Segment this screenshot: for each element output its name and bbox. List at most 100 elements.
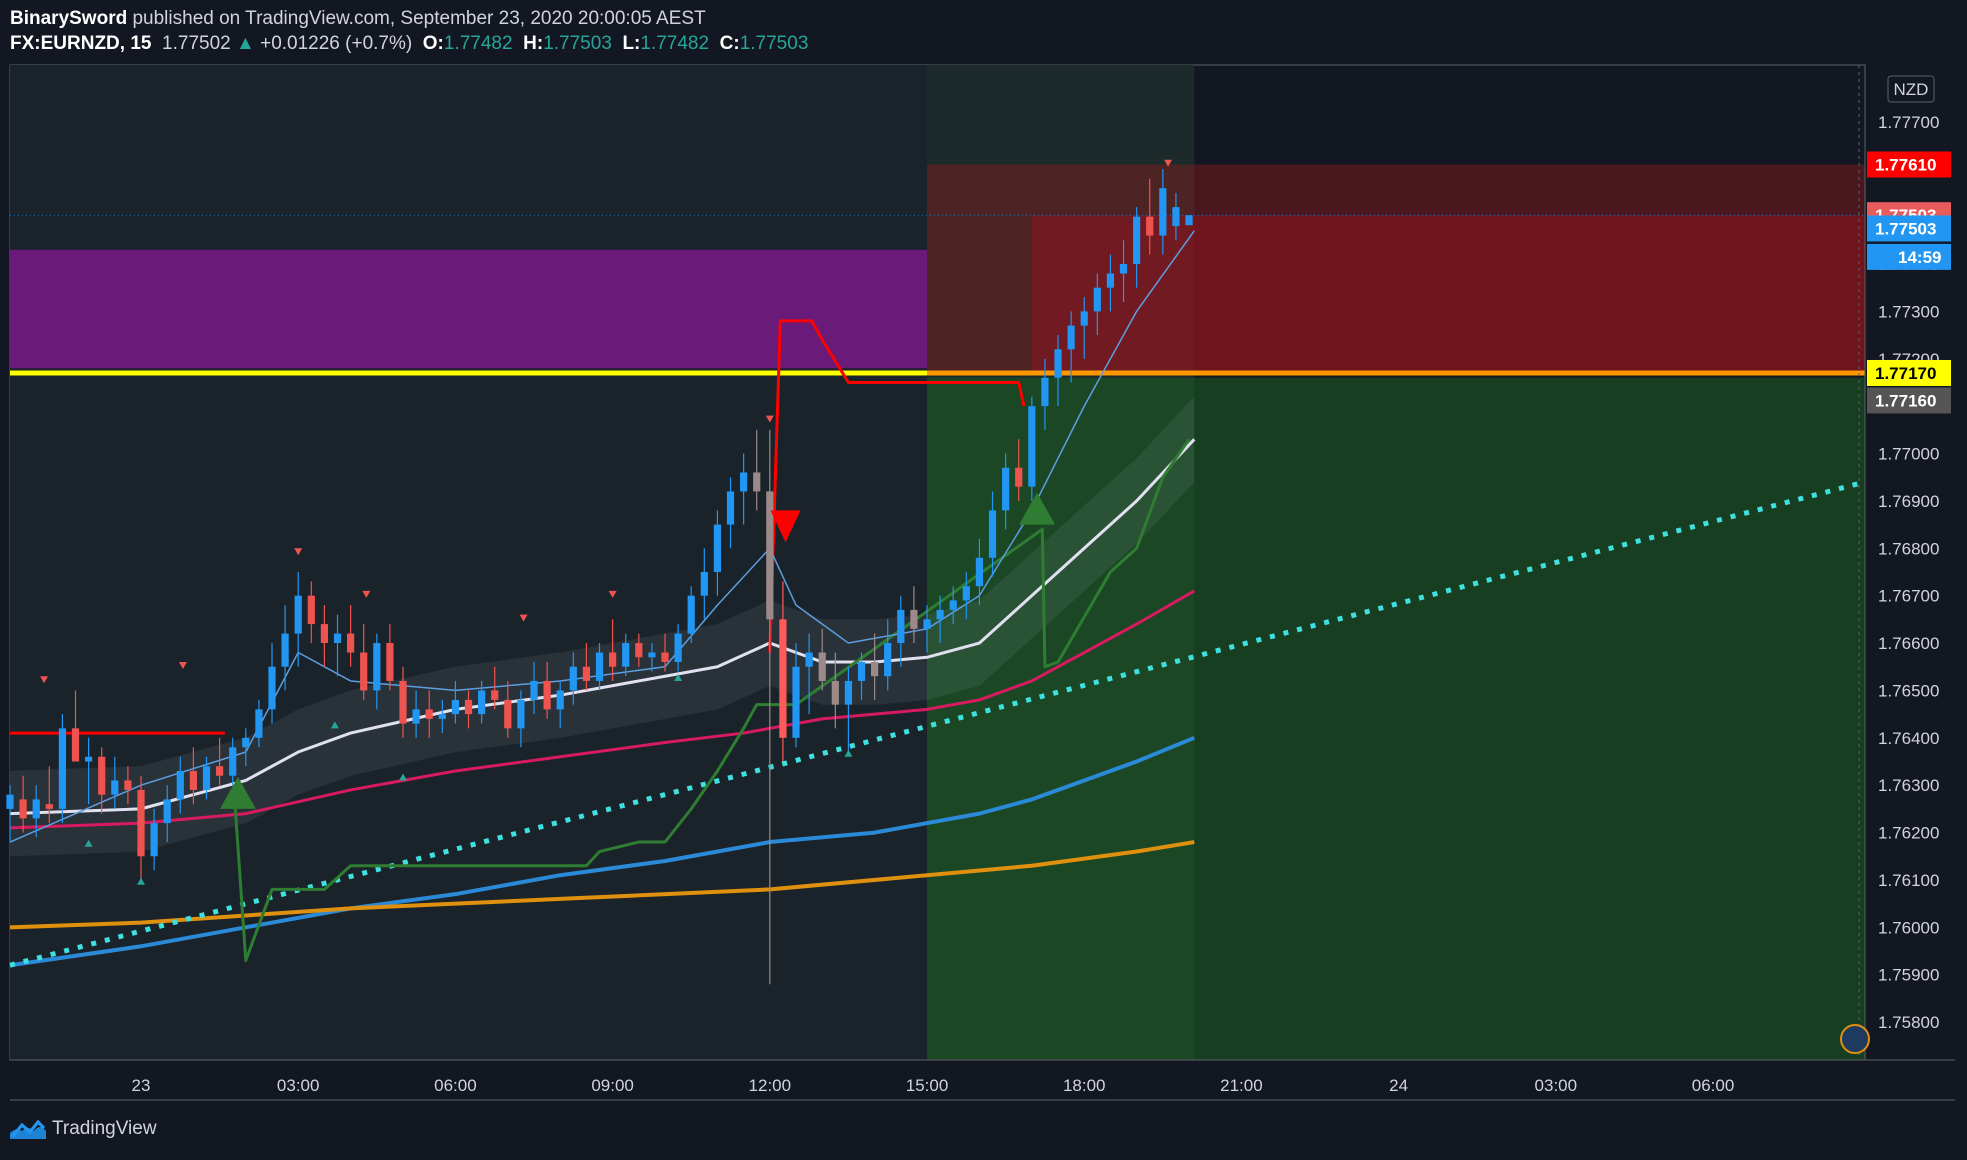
candle-body [517,699,525,729]
candle-body [1172,207,1180,227]
candle [320,605,329,667]
candle-body [949,600,957,610]
candle [1106,254,1115,312]
candle-body [242,737,250,748]
price-change: +0.01226 (+0.7%) [260,33,413,54]
price-tick: 1.76500 [1878,681,1939,700]
candle [124,766,132,805]
footer-branding[interactable]: TradingView [10,1118,157,1140]
low-value: 1.77482 [640,33,710,54]
candle-body [713,524,722,572]
candle-body [1028,406,1036,487]
high-value: 1.77503 [543,33,612,54]
candle-body [1015,467,1023,487]
series-ema_mid [9,589,1196,830]
candle [464,690,473,729]
candle [1028,396,1036,501]
candle [84,737,93,805]
series-red_step2 [768,319,1026,653]
candle [163,785,171,843]
candle-body [871,662,879,677]
candle-body [1080,311,1088,326]
currency-label: NZD [1894,80,1929,99]
signal-small-up [330,721,339,729]
time-tick: 15:00 [906,1076,949,1095]
candle-body [556,690,564,710]
candle-body [386,643,394,681]
candle [1172,192,1180,241]
up-triangle-icon: ▲ [236,33,255,54]
candle [857,652,866,700]
price-tick: 1.76900 [1878,492,1939,511]
candle [268,643,276,724]
candle-body [1159,188,1167,236]
candle [818,628,826,691]
candle-body [491,690,499,700]
currency-box [1887,75,1935,103]
price-tick: 1.76800 [1878,539,1939,558]
signal-small-down [765,415,774,423]
candle-body [648,652,656,658]
candle-body [1067,325,1075,350]
signal-big-up [219,776,256,809]
price-tick: 1.76200 [1878,824,1939,843]
price-tag-label: 1.77503 [1875,219,1936,238]
candle [831,652,839,729]
candle-body [1002,467,1010,511]
series-trendline [9,479,1866,968]
candle [700,548,708,620]
candle-body [150,823,158,857]
profit-zone [927,377,1865,1065]
candle [740,453,748,525]
candle-body [281,633,289,667]
open-value: 1.77482 [443,33,513,54]
candle [373,633,381,710]
candle [975,538,984,606]
candle-body [176,770,184,800]
price-tag [1867,243,1951,270]
low-label: L: [622,33,641,54]
candle [58,714,67,824]
candle [1093,273,1101,336]
candle [779,581,787,762]
time-tick: 03:00 [1535,1076,1578,1095]
series-ema_fast [9,438,1196,816]
candle-body [360,652,368,691]
candle [333,614,342,677]
price-tag [1867,359,1951,386]
signal-small-up [84,839,93,847]
candle [543,662,551,719]
candle-body [988,510,997,558]
candle [98,747,106,814]
price-tick: 1.77000 [1878,445,1939,464]
price-tag-label: 14:59 [1898,248,1941,267]
candle-body [936,609,944,620]
candle [1119,240,1128,302]
candle [661,633,669,672]
candle [137,775,145,880]
candle-body [1119,264,1128,274]
time-tick: 23 [132,1076,151,1095]
candle [307,581,315,644]
candle-body [792,666,800,738]
candle-body [884,643,892,677]
candle [45,766,53,824]
author-name[interactable]: BinarySword [10,8,128,29]
symbol-label[interactable]: FX:EURNZD, 15 [10,33,152,54]
candle [517,690,525,748]
candle-body [897,609,905,644]
candle-body [98,756,106,795]
time-tick: 18:00 [1063,1076,1106,1095]
candle-body [1185,215,1193,226]
ema-band [9,395,1195,857]
brand-name: TradingView [52,1118,157,1139]
tradingview-logo-icon [10,1119,46,1139]
candle [32,785,40,838]
candle [622,633,630,677]
candle-body [674,633,682,662]
candle [6,785,14,843]
candle-body [831,680,839,705]
candle-body [595,652,604,681]
candle [1185,215,1193,226]
